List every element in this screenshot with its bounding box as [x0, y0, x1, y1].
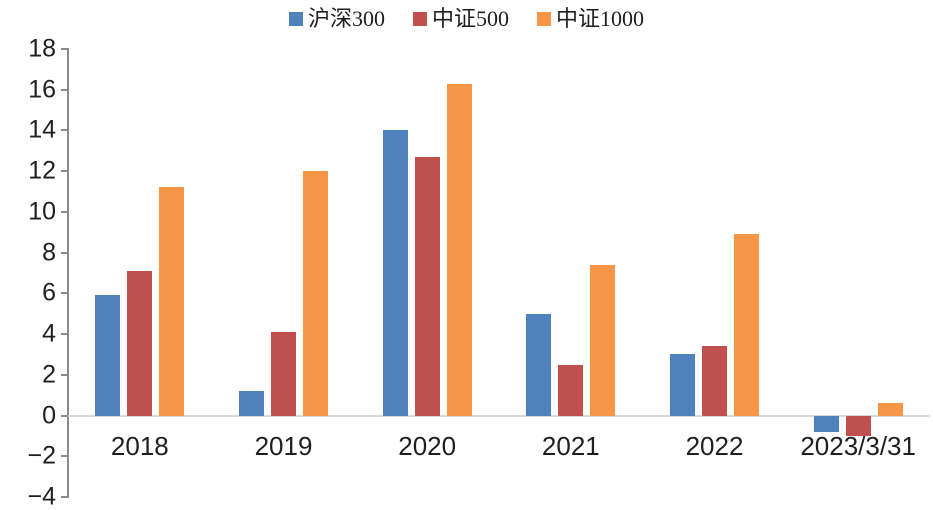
bar-2023/3/31-series-2	[877, 403, 903, 416]
y-tick-label: 4	[42, 319, 56, 348]
x-tick-label: 2019	[254, 430, 313, 461]
y-tick-mark	[61, 88, 68, 91]
legend-label: 沪深300	[307, 6, 385, 31]
bar-2023/3/31-series-1	[845, 415, 871, 436]
bar-2021-series-0	[526, 313, 552, 416]
y-tick-mark	[61, 292, 68, 295]
bar-2022-series-1	[702, 346, 727, 416]
y-axis-line	[67, 48, 69, 498]
y-tick-mark	[61, 455, 68, 458]
bar-2019-series-0	[239, 391, 264, 416]
chart-legend: 沪深300 中证500 中证1000	[0, 8, 933, 30]
y-tick-label: 10	[28, 197, 56, 226]
x-tick-label: 2021	[541, 430, 600, 461]
y-tick-mark	[61, 48, 68, 50]
bar-2020-series-2	[446, 83, 472, 416]
bar-2020-series-0	[382, 130, 408, 416]
bar-2018-series-1	[127, 270, 153, 416]
legend-swatch-icon	[288, 12, 303, 26]
y-tick-mark	[61, 251, 68, 254]
y-tick-mark	[61, 129, 68, 132]
y-tick-label: 14	[28, 115, 56, 144]
y-tick-mark	[61, 333, 68, 336]
zero-gridline	[68, 414, 930, 417]
y-tick-mark	[61, 170, 68, 173]
legend-item-2: 中证1000	[537, 8, 644, 30]
y-tick-label: 16	[28, 75, 56, 104]
legend-label: 中证1000	[556, 6, 645, 31]
y-tick-label: 2	[42, 360, 56, 389]
bar-2023/3/31-series-0	[813, 415, 839, 432]
legend-item-1: 中证500	[412, 6, 509, 31]
x-tick-label: 2023/3/31	[800, 430, 916, 461]
legend-item-0: 沪深300	[288, 6, 385, 31]
bar-2022-series-0	[670, 354, 695, 416]
y-tick-mark	[61, 414, 68, 417]
x-tick-label: 2020	[398, 430, 457, 461]
y-tick-mark	[61, 210, 68, 213]
y-tick-label: 0	[42, 401, 56, 430]
bar-2021-series-2	[590, 264, 616, 416]
x-tick-label: 2018	[110, 430, 169, 461]
legend-swatch-icon	[537, 12, 551, 26]
y-tick-mark	[61, 496, 68, 498]
bar-2019-series-2	[303, 171, 328, 416]
bar-2018-series-0	[95, 295, 121, 416]
legend-label: 中证500	[431, 6, 509, 31]
y-tick-label: 12	[28, 156, 56, 185]
legend-swatch-icon	[412, 12, 427, 26]
y-tick-label: −2	[27, 441, 56, 470]
bar-2021-series-1	[558, 364, 584, 416]
x-tick-label: 2022	[685, 430, 744, 461]
y-tick-label: 6	[42, 278, 56, 307]
y-tick-label: 8	[42, 238, 56, 267]
bar-2022-series-2	[734, 234, 759, 416]
y-tick-label: −4	[27, 482, 56, 510]
y-tick-mark	[61, 373, 68, 376]
bar-2019-series-1	[271, 332, 296, 416]
bar-2018-series-2	[159, 187, 185, 416]
bar-2020-series-1	[414, 156, 440, 416]
y-tick-label: 18	[28, 34, 56, 63]
